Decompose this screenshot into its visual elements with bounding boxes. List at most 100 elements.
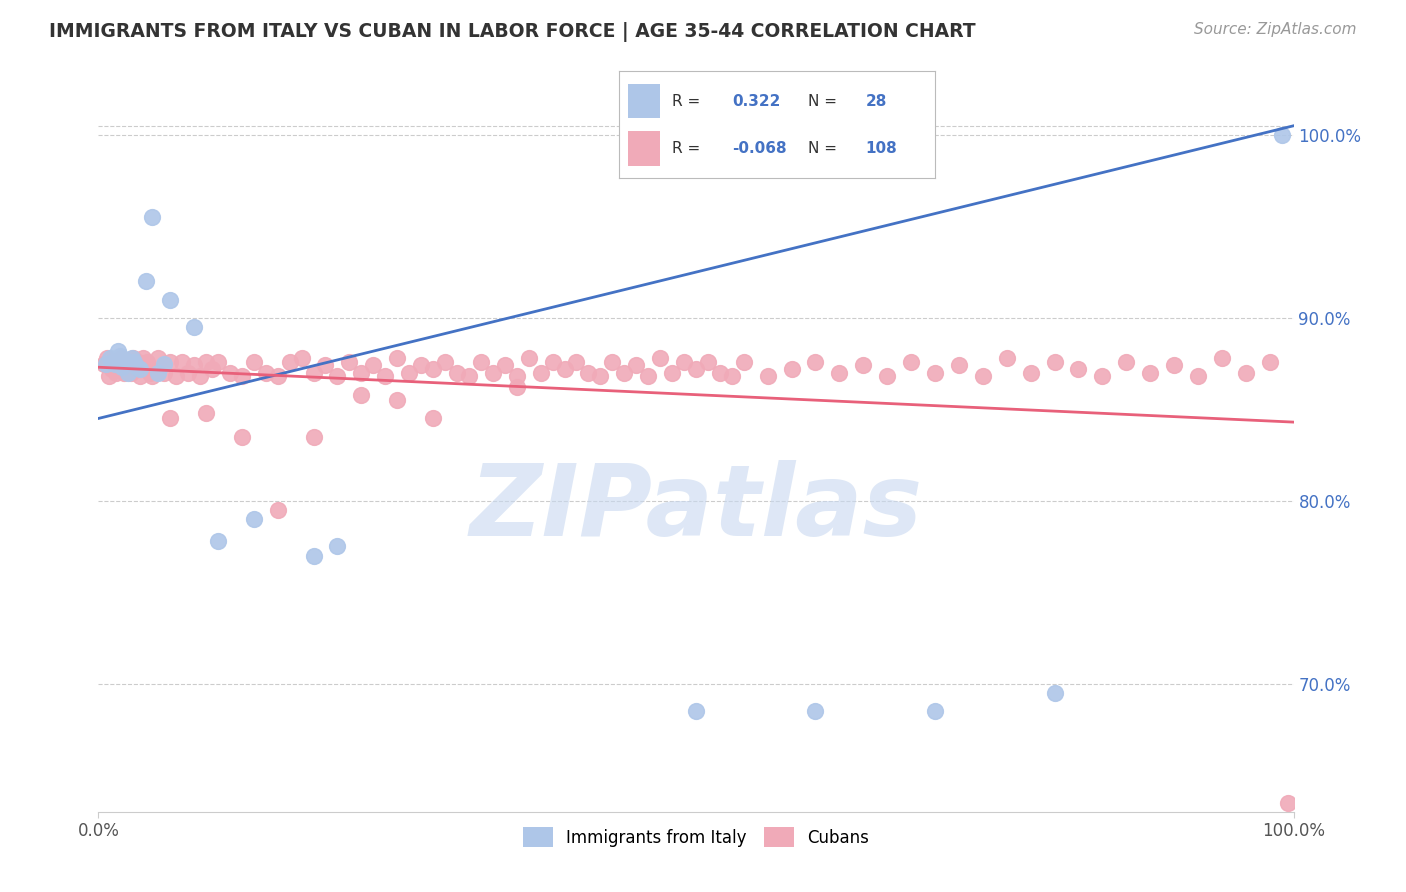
Point (578, 366, 600, 380)
Point (1163, 359, 1185, 373)
Point (721, 369, 744, 384)
Point (105, 366, 128, 380)
Text: 108: 108 (866, 141, 897, 156)
Point (804, 704, 827, 718)
Point (98, 351, 122, 365)
Point (1211, 351, 1233, 365)
Point (446, 366, 468, 380)
Point (153, 357, 176, 371)
Point (1234, 366, 1257, 380)
Point (470, 355, 492, 369)
Point (115, 359, 138, 373)
Point (302, 430, 325, 444)
Point (159, 293, 181, 307)
Point (434, 355, 457, 369)
Point (243, 355, 266, 369)
Point (661, 366, 683, 380)
Point (589, 369, 612, 384)
Point (121, 351, 143, 365)
Text: ZIPatlas: ZIPatlas (470, 459, 922, 557)
Point (780, 362, 803, 376)
Legend: Immigrants from Italy, Cubans: Immigrants from Italy, Cubans (516, 821, 876, 854)
Point (94, 357, 117, 371)
Point (219, 366, 242, 380)
Point (852, 359, 875, 373)
Point (124, 362, 146, 376)
Point (134, 362, 156, 376)
Point (733, 355, 755, 369)
Point (374, 369, 396, 384)
Point (103, 355, 125, 369)
Point (243, 512, 266, 526)
Point (96, 351, 118, 365)
Point (1139, 366, 1161, 380)
Point (876, 369, 898, 384)
Point (385, 393, 409, 408)
Point (127, 355, 149, 369)
Point (685, 704, 707, 718)
Text: 0.322: 0.322 (733, 94, 780, 109)
Point (141, 211, 163, 225)
Point (554, 362, 576, 376)
Point (481, 366, 505, 380)
Point (135, 274, 157, 288)
Point (900, 355, 922, 369)
Point (565, 355, 588, 369)
Point (107, 359, 129, 373)
Point (602, 355, 624, 369)
Point (111, 360, 134, 375)
Point (267, 503, 290, 517)
Point (339, 355, 361, 369)
Point (129, 369, 152, 384)
Text: -0.068: -0.068 (733, 141, 787, 156)
Text: R =: R = (672, 94, 700, 109)
Point (148, 366, 170, 380)
Point (350, 366, 373, 380)
Point (972, 369, 994, 384)
Point (411, 359, 433, 373)
Point (756, 369, 779, 384)
Text: R =: R = (672, 141, 700, 156)
Point (626, 359, 648, 373)
Point (1277, 796, 1299, 810)
Point (183, 320, 205, 334)
Point (139, 366, 162, 380)
Point (129, 362, 152, 376)
Point (165, 369, 187, 384)
Point (506, 380, 529, 394)
Point (110, 351, 132, 365)
Point (254, 366, 277, 380)
Point (458, 369, 481, 384)
Point (1019, 366, 1042, 380)
Point (302, 549, 325, 563)
Point (326, 540, 349, 554)
Point (828, 366, 851, 380)
Point (195, 355, 218, 369)
Point (159, 411, 181, 425)
Point (195, 406, 218, 420)
Point (122, 351, 145, 365)
Point (494, 359, 516, 373)
Point (136, 355, 159, 369)
Text: N =: N = (808, 94, 838, 109)
Point (231, 369, 253, 384)
Bar (628, 131, 659, 166)
Point (637, 369, 659, 384)
Point (1043, 355, 1066, 369)
Point (101, 355, 124, 369)
Point (291, 351, 314, 365)
Point (302, 366, 325, 380)
Point (108, 349, 131, 363)
Point (673, 355, 696, 369)
Point (278, 355, 301, 369)
Point (207, 355, 229, 369)
Point (924, 366, 946, 380)
Point (153, 366, 176, 380)
Point (1115, 355, 1137, 369)
Point (112, 366, 135, 380)
Point (104, 357, 127, 371)
Point (93, 357, 115, 371)
Point (124, 355, 146, 369)
Point (1091, 369, 1114, 384)
Point (948, 359, 970, 373)
